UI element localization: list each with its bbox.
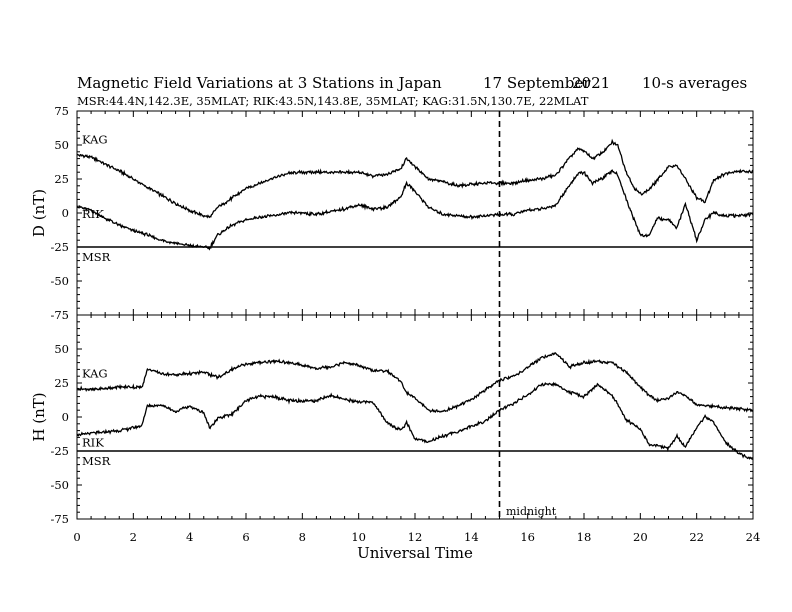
panel-1-ytick-label: 25 bbox=[54, 172, 69, 186]
series-line-kag bbox=[76, 138, 754, 219]
series-line-rik bbox=[76, 169, 754, 251]
xtick-label: 0 bbox=[73, 530, 80, 544]
panel-1-ytick-label: 0 bbox=[62, 206, 69, 220]
xtick-label: 12 bbox=[408, 530, 423, 544]
xtick-label: 4 bbox=[186, 530, 193, 544]
panel-2-ytick-label: 50 bbox=[54, 342, 69, 356]
panel-2-frame bbox=[76, 314, 754, 520]
xtick-label: 22 bbox=[689, 530, 704, 544]
panel-2-ytick-label: 25 bbox=[54, 376, 69, 390]
panel-2-ylabel: H (nT) bbox=[30, 392, 48, 441]
panel-1-ytick-label: -50 bbox=[50, 274, 69, 288]
xtick-label: 18 bbox=[577, 530, 592, 544]
xtick-label: 14 bbox=[464, 530, 479, 544]
panel-1-ytick-label: -75 bbox=[50, 308, 69, 322]
series-label-msr: MSR bbox=[82, 250, 111, 264]
chart-title: Magnetic Field Variations at 3 Stations … bbox=[77, 74, 442, 92]
panel-2-ytick-label: 0 bbox=[62, 410, 69, 424]
xtick-label: 10 bbox=[351, 530, 366, 544]
xtick-label: 24 bbox=[746, 530, 761, 544]
series-line-kag bbox=[76, 351, 753, 413]
panel-2-ytick-label: -50 bbox=[50, 478, 69, 492]
x-axis-label: Universal Time bbox=[357, 544, 473, 562]
panel-1-ylabel: D (nT) bbox=[30, 189, 48, 237]
series-label-rik: RIK bbox=[82, 436, 104, 450]
series-label-rik: RIK bbox=[82, 207, 104, 221]
xtick-label: 16 bbox=[520, 530, 535, 544]
panel-1-frame bbox=[76, 110, 754, 316]
panel-1-ytick-label: 50 bbox=[54, 138, 69, 152]
xtick-label: 6 bbox=[242, 530, 249, 544]
chart-averaging: 10-s averages bbox=[642, 74, 747, 92]
series-line-rik bbox=[76, 381, 754, 460]
panel-2-ytick-label: -75 bbox=[50, 512, 69, 526]
xtick-label: 2 bbox=[130, 530, 137, 544]
series-label-kag: KAG bbox=[82, 366, 108, 380]
xtick-label: 8 bbox=[299, 530, 306, 544]
panel-1-ytick-label: -25 bbox=[50, 240, 69, 254]
xtick-label: 20 bbox=[633, 530, 648, 544]
stations-line: MSR:44.4N,142.3E, 35MLAT; RIK:43.5N,143.… bbox=[77, 94, 589, 108]
panel-2-ytick-label: -25 bbox=[50, 444, 69, 458]
panel-1-ytick-label: 75 bbox=[54, 104, 69, 118]
midnight-label: midnight bbox=[506, 505, 557, 518]
plot-layer: 75 50 25 0 -25 -50 -75 D (nT) KAG RIK MSR 50 25 0 -25 -… bbox=[30, 104, 760, 544]
chart-date-year: 2021 bbox=[572, 74, 610, 92]
chart-date-day: 17 September bbox=[483, 74, 591, 92]
series-label-msr: MSR bbox=[82, 454, 111, 468]
series-label-kag: KAG bbox=[82, 133, 108, 147]
